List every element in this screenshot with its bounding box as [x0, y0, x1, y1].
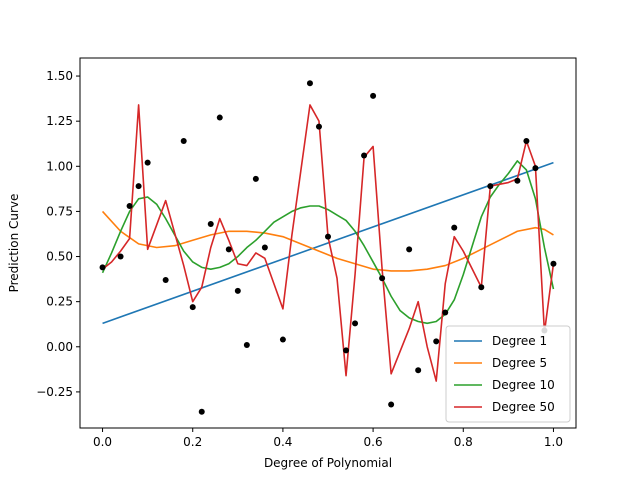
data-point [135, 183, 142, 190]
data-point [343, 347, 350, 354]
data-point [261, 244, 268, 251]
y-tick-label: 1.50 [46, 69, 73, 83]
y-tick-label: 1.25 [46, 114, 73, 128]
data-point [99, 264, 106, 271]
data-point [370, 92, 377, 99]
legend-label: Degree 5 [492, 356, 547, 370]
curve-degree-1 [102, 161, 554, 325]
legend-box [445, 325, 571, 423]
data-point [189, 304, 196, 311]
data-point [243, 341, 250, 348]
x-axis-ticks: 0.0 0.2 0.4 0.6 0.8 1.0 [93, 428, 563, 449]
data-point [532, 165, 539, 172]
data-point [550, 260, 557, 267]
data-point [379, 275, 386, 282]
legend-label: Degree 50 [492, 400, 555, 414]
y-tick-label: 0.50 [46, 250, 73, 264]
y-tick-label: −0.25 [36, 385, 73, 399]
data-point [279, 336, 286, 343]
x-tick-label: 0.8 [454, 435, 473, 449]
curve-degree-10 [101, 160, 555, 325]
data-point [514, 177, 521, 184]
data-point [306, 80, 313, 87]
data-point [117, 253, 124, 260]
data-point [442, 309, 449, 316]
data-point [162, 277, 169, 283]
data-point [523, 138, 530, 145]
y-axis-ticks: −0.25 0.00 0.25 0.50 0.75 1.00 1.25 1.50 [36, 69, 80, 399]
data-point [144, 159, 151, 166]
data-point [325, 233, 331, 240]
curve-degree-5 [101, 210, 554, 272]
y-tick-label: 0.00 [46, 340, 73, 354]
data-point [478, 284, 485, 291]
y-tick-label: 0.25 [46, 295, 73, 309]
axes-frame [79, 57, 577, 429]
plot-area [79, 57, 577, 429]
x-axis-label: Degree of Polynomial [264, 456, 392, 470]
y-tick-label: 1.00 [46, 159, 73, 173]
data-point [207, 221, 214, 228]
data-point [406, 246, 413, 253]
data-point [315, 123, 322, 130]
data-point [352, 320, 359, 327]
data-point [180, 138, 187, 145]
x-tick-label: 0.0 [93, 435, 112, 449]
data-point [216, 114, 223, 121]
data-points [99, 80, 557, 415]
y-tick-label: 0.75 [46, 204, 73, 218]
x-tick-label: 0.6 [364, 435, 383, 449]
data-point [198, 408, 205, 415]
data-point [234, 287, 241, 294]
x-tick-label: 0.4 [273, 435, 292, 449]
data-point [415, 367, 422, 374]
data-point [252, 175, 259, 182]
data-point [388, 401, 395, 408]
data-point [451, 224, 458, 231]
x-tick-label: 0.2 [183, 435, 202, 449]
data-point [225, 246, 232, 253]
data-point [126, 203, 133, 209]
data-point [433, 338, 440, 345]
y-axis-label: Prediction Curve [7, 194, 21, 293]
legend: Degree 1 Degree 5 Degree 10 Degree 50 [445, 325, 571, 423]
legend-label: Degree 1 [492, 334, 547, 348]
data-point [361, 152, 368, 159]
legend-label: Degree 10 [492, 378, 555, 392]
data-point [487, 183, 494, 190]
x-tick-label: 1.0 [544, 435, 563, 449]
